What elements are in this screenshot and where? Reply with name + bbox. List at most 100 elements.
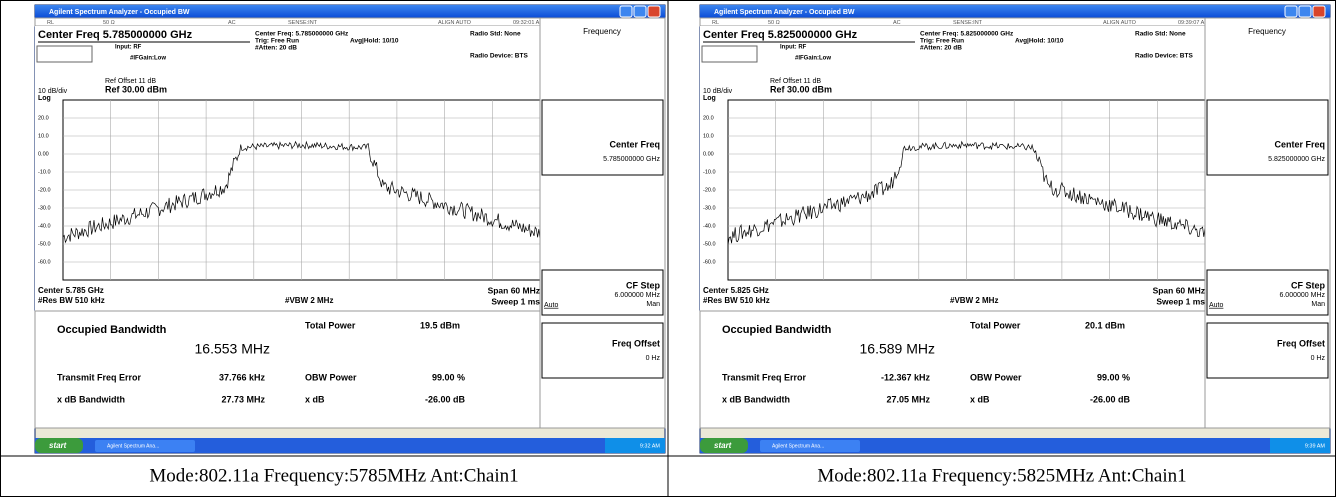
label: 10 dB/div xyxy=(38,88,68,95)
y-axis-label: -30.0 xyxy=(703,205,716,211)
menu-button[interactable] xyxy=(1206,269,1329,316)
label: Auto xyxy=(544,302,559,309)
label: Total Power xyxy=(305,320,356,330)
spectrum-trace xyxy=(62,140,541,244)
maximize-button[interactable] xyxy=(633,5,647,18)
label: 0 Hz xyxy=(1311,355,1326,362)
input-box xyxy=(701,45,758,63)
label: Transmit Freq Error xyxy=(57,372,142,382)
y-axis-label: 10.0 xyxy=(38,133,49,139)
label: Center Freq xyxy=(1274,139,1325,149)
label: #VBW 2 MHz xyxy=(950,296,998,305)
label: #VBW 2 MHz xyxy=(285,296,333,305)
label: Avg|Hold: 10/10 xyxy=(350,38,399,45)
label: Log xyxy=(703,95,716,102)
label: x dB Bandwidth xyxy=(57,394,125,404)
y-axis-label: 0.00 xyxy=(38,151,49,157)
y-axis-label: 10.0 xyxy=(703,133,714,139)
label: Radio Device: BTS xyxy=(1135,53,1193,60)
label: Span 60 MHz xyxy=(1153,285,1205,295)
label: #Atten: 20 dB xyxy=(255,45,297,52)
analyzer-window: Agilent Spectrum Analyzer - Occupied BW R… xyxy=(699,4,1331,454)
status-item: RL xyxy=(47,20,54,26)
label: 99.00 % xyxy=(1097,372,1130,382)
title-bar xyxy=(700,5,1330,18)
y-axis-label: -50.0 xyxy=(703,241,716,247)
y-axis-label: 20.0 xyxy=(703,115,714,121)
label: Center 5.785 GHz xyxy=(38,286,104,295)
label: Trig: Free Run xyxy=(255,38,299,45)
y-axis-label: -40.0 xyxy=(38,223,51,229)
tray xyxy=(605,438,665,453)
label: Radio Std: None xyxy=(470,31,521,38)
y-axis-label: 0.00 xyxy=(703,151,714,157)
label: #Res BW 510 kHz xyxy=(703,296,770,305)
header xyxy=(700,26,1205,71)
minimize-button[interactable] xyxy=(619,5,633,18)
label: #IFGain:Low xyxy=(130,56,166,62)
label: 27.73 MHz xyxy=(221,394,265,404)
spectrum-trace xyxy=(727,140,1206,245)
label: 16.553 MHz xyxy=(195,341,270,357)
label: x dB xyxy=(305,394,325,404)
close-button[interactable] xyxy=(1312,5,1326,18)
label: 9:32 AM xyxy=(640,443,661,449)
menu-button[interactable] xyxy=(541,99,664,176)
label: Input: RF xyxy=(115,45,142,51)
caption: Mode:802.11a Frequency:5825MHz Ant:Chain… xyxy=(817,465,1186,486)
task-button[interactable] xyxy=(95,440,195,452)
y-axis-label: -10.0 xyxy=(703,169,716,175)
status-item: ALIGN AUTO xyxy=(438,20,472,26)
y-axis-label: -40.0 xyxy=(703,223,716,229)
header xyxy=(35,26,540,71)
results-panel xyxy=(34,310,541,429)
results-panel xyxy=(699,310,1206,429)
label: Agilent Spectrum Ana... xyxy=(107,443,159,449)
label: Radio Device: BTS xyxy=(470,53,528,60)
label: 6.000000 MHz xyxy=(614,292,660,299)
status-item: SENSE:INT xyxy=(953,20,983,26)
menu-title: Frequency xyxy=(583,27,621,36)
label: 0 Hz xyxy=(646,355,661,362)
label: 9:39 AM xyxy=(1305,443,1326,449)
label: Input: RF xyxy=(780,45,807,51)
maximize-button[interactable] xyxy=(1298,5,1312,18)
label: -12.367 kHz xyxy=(881,372,931,382)
label: 27.05 MHz xyxy=(886,394,930,404)
label: Total Power xyxy=(970,320,1021,330)
y-axis-label: 20.0 xyxy=(38,115,49,121)
y-axis-label: -50.0 xyxy=(38,241,51,247)
menu-title: Frequency xyxy=(1248,27,1286,36)
y-axis-label: -60.0 xyxy=(703,259,716,265)
label[interactable]: start xyxy=(49,441,67,450)
status-item: AC xyxy=(228,20,236,26)
label: Radio Std: None xyxy=(1135,31,1186,38)
analyzer-window: Agilent Spectrum Analyzer - Occupied BW R… xyxy=(34,4,666,454)
menu-button[interactable] xyxy=(1206,322,1329,379)
title-bar xyxy=(35,5,665,18)
menu-button[interactable] xyxy=(541,322,664,379)
task-button[interactable] xyxy=(760,440,860,452)
label: Log xyxy=(38,95,51,102)
close-button[interactable] xyxy=(647,5,661,18)
status-item: 50 Ω xyxy=(103,20,115,26)
start-button[interactable] xyxy=(700,438,748,453)
center-freq: Center Freq 5.785000000 GHz xyxy=(38,29,193,41)
label: Transmit Freq Error xyxy=(722,372,807,382)
label[interactable]: start xyxy=(714,441,732,450)
start-button[interactable] xyxy=(35,438,83,453)
menu-button[interactable] xyxy=(1206,99,1329,176)
label: Center Freq xyxy=(609,139,660,149)
label: Ref 30.00 dBm xyxy=(105,84,167,94)
label: #Atten: 20 dB xyxy=(920,45,962,52)
label: Agilent Spectrum Ana... xyxy=(772,443,824,449)
label: #IFGain:Low xyxy=(795,56,831,62)
caption: Mode:802.11a Frequency:5785MHz Ant:Chain… xyxy=(149,465,518,486)
menu-button[interactable] xyxy=(541,269,664,316)
status-item: SENSE:INT xyxy=(288,20,318,26)
minimize-button[interactable] xyxy=(1284,5,1298,18)
label: Auto xyxy=(1209,302,1224,309)
label: Freq Offset xyxy=(1277,338,1325,348)
y-axis-label: -60.0 xyxy=(38,259,51,265)
